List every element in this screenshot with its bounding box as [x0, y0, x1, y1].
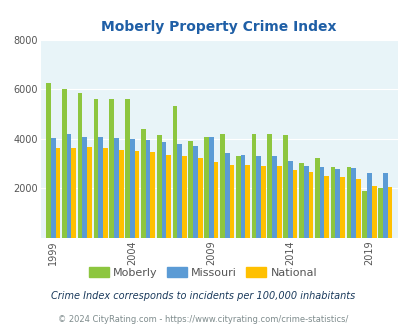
Text: © 2024 CityRating.com - https://www.cityrating.com/crime-statistics/: © 2024 CityRating.com - https://www.city… [58, 315, 347, 324]
Bar [98, 137, 103, 238]
Bar [350, 168, 355, 238]
Bar [204, 137, 209, 238]
Bar [271, 156, 276, 238]
Bar [181, 156, 186, 238]
Bar [345, 167, 350, 238]
Bar [229, 165, 234, 238]
Bar [161, 142, 166, 238]
Bar [172, 106, 177, 238]
Bar [361, 190, 366, 238]
Bar [287, 161, 292, 238]
Bar [177, 144, 181, 238]
Bar [240, 155, 245, 238]
Bar [220, 134, 224, 238]
Bar [292, 170, 297, 238]
Bar [256, 156, 260, 238]
Bar [119, 150, 123, 238]
Bar [150, 152, 155, 238]
Bar [145, 140, 150, 238]
Bar [66, 134, 71, 238]
Bar [324, 176, 328, 238]
Bar [314, 158, 319, 238]
Bar [308, 172, 313, 238]
Bar [209, 137, 213, 238]
Bar [46, 83, 51, 238]
Bar [355, 179, 360, 238]
Bar [93, 100, 98, 238]
Bar [335, 169, 339, 238]
Bar [251, 134, 256, 238]
Bar [387, 187, 391, 238]
Bar [260, 166, 265, 238]
Text: Crime Index corresponds to incidents per 100,000 inhabitants: Crime Index corresponds to incidents per… [51, 291, 354, 301]
Bar [235, 156, 240, 238]
Bar [371, 185, 375, 238]
Title: Moberly Property Crime Index: Moberly Property Crime Index [101, 20, 336, 34]
Bar [267, 134, 271, 238]
Bar [130, 139, 134, 238]
Bar [303, 166, 308, 238]
Legend: Moberly, Missouri, National: Moberly, Missouri, National [84, 263, 321, 282]
Bar [377, 188, 382, 238]
Bar [319, 167, 324, 238]
Bar [109, 99, 114, 238]
Bar [224, 153, 229, 238]
Bar [382, 173, 387, 238]
Bar [339, 177, 344, 238]
Bar [114, 138, 119, 238]
Bar [166, 155, 171, 238]
Bar [71, 148, 76, 238]
Bar [82, 137, 87, 238]
Bar [366, 173, 371, 238]
Bar [141, 129, 145, 238]
Bar [245, 165, 249, 238]
Bar [55, 148, 60, 238]
Bar [213, 162, 218, 238]
Bar [78, 93, 82, 238]
Bar [134, 151, 139, 238]
Bar [330, 167, 335, 238]
Bar [51, 138, 55, 238]
Bar [156, 135, 161, 238]
Bar [276, 166, 281, 238]
Bar [103, 148, 107, 238]
Bar [188, 141, 193, 238]
Bar [197, 158, 202, 238]
Bar [193, 146, 197, 238]
Bar [125, 99, 130, 238]
Bar [283, 135, 287, 238]
Bar [62, 89, 66, 238]
Bar [87, 147, 92, 238]
Bar [298, 163, 303, 238]
